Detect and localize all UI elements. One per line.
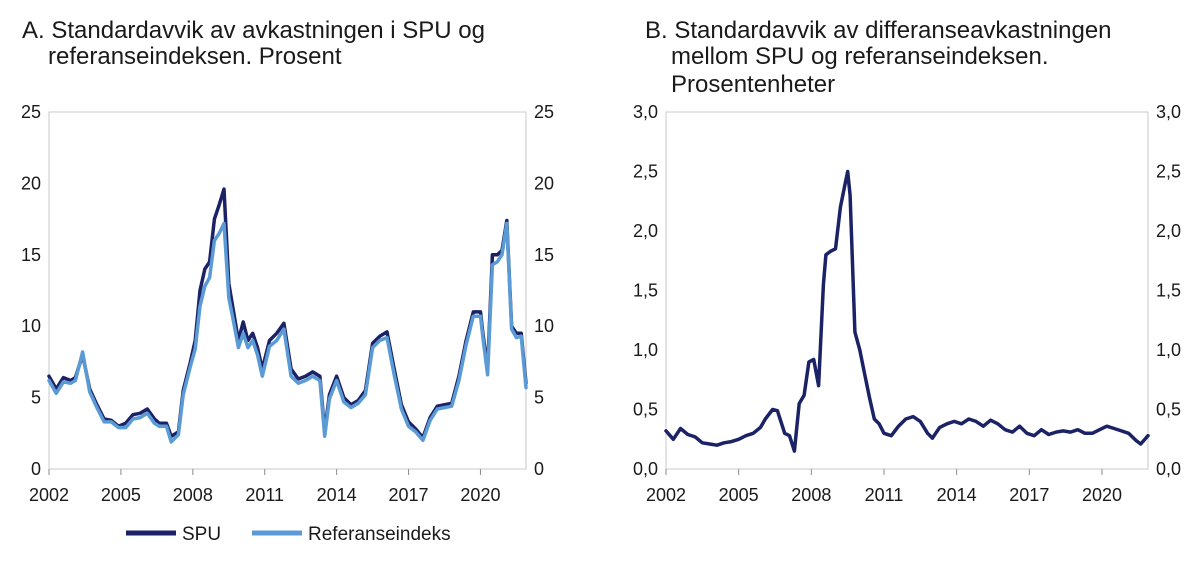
panel-b-xtick-1: 2005 <box>719 485 759 505</box>
panel-a-ytick-right-1: 5 <box>534 388 544 408</box>
panel-a-ytick-right-5: 25 <box>534 102 554 122</box>
panel-b-ytick-left-0: 0,0 <box>633 459 658 479</box>
panel-a-title-line-1: A. Standardavvik av avkastningen i SPU o… <box>22 17 485 44</box>
panel-b-xtick-6: 2020 <box>1082 485 1122 505</box>
panel-b-ytick-right-0: 0,0 <box>1156 459 1181 479</box>
panel-b-ytick-left-6: 3,0 <box>633 102 658 122</box>
panel-b-ytick-right-5: 2,5 <box>1156 162 1181 182</box>
panel-b-lines <box>664 169 1150 453</box>
panel-b-ytick-right-1: 0,5 <box>1156 400 1181 420</box>
panel-b-xtick-3: 2011 <box>865 485 904 505</box>
legend-label-spu: SPU <box>182 524 221 545</box>
panel-b-ytick-right-4: 2,0 <box>1156 221 1181 241</box>
panel-a-xtick-2: 2008 <box>173 485 213 505</box>
panel-b-title-line-2: mellom SPU og referanseindeksen. <box>671 43 1049 70</box>
panel-a-plot-frame <box>48 111 527 470</box>
panel-b-series-0-line <box>664 169 1150 453</box>
panel-b-xtick-2: 2008 <box>791 485 831 505</box>
panel-b-title-line-1: B. Standardavvik av differanseavkastning… <box>645 17 1112 44</box>
panel-b-ytick-left-5: 2,5 <box>633 162 658 182</box>
panel-a-series-1-line <box>47 221 528 444</box>
panel-b-plot-frame <box>665 111 1149 470</box>
panel-b-ytick-right-6: 3,0 <box>1156 102 1181 122</box>
panel-a-ytick-left-2: 10 <box>21 316 41 336</box>
panel-a-ytick-left-5: 25 <box>21 102 41 122</box>
panel-a-ytick-right-0: 0 <box>534 459 544 479</box>
panel-a-xtick-5: 2017 <box>389 485 429 505</box>
panel-a-ytick-left-1: 5 <box>31 388 41 408</box>
panel-b-xtick-5: 2017 <box>1009 485 1049 505</box>
panel-a-xtick-6: 2020 <box>460 485 500 505</box>
panel-a-xtick-1: 2005 <box>101 485 141 505</box>
panel-a-title-line-2: referanseindeksen. Prosent <box>48 43 342 70</box>
legend-label-referanseindeks: Referanseindeks <box>308 524 451 545</box>
panel-b-ytick-right-3: 1,5 <box>1156 281 1181 301</box>
panel-b-ytick-left-1: 0,5 <box>633 400 658 420</box>
panel-a-ytick-left-3: 15 <box>21 245 41 265</box>
panel-a-ytick-left-4: 20 <box>21 173 41 193</box>
panel-a-lines <box>47 187 528 444</box>
panel-b-xtick-0: 2002 <box>646 485 686 505</box>
panel-b-ytick-right-2: 1,0 <box>1156 340 1181 360</box>
panel-a-xtick-3: 2011 <box>245 485 284 505</box>
panel-b-ytick-left-2: 1,0 <box>633 340 658 360</box>
panel-a-xtick-0: 2002 <box>29 485 69 505</box>
panel-b-xtick-4: 2014 <box>937 485 977 505</box>
panel-a-ytick-right-4: 20 <box>534 173 554 193</box>
panel-a-ytick-right-3: 15 <box>534 245 554 265</box>
panel-a-ytick-right-2: 10 <box>534 316 554 336</box>
panel-b-ytick-left-3: 1,5 <box>633 281 658 301</box>
panel-a-ytick-left-0: 0 <box>31 459 41 479</box>
panel-b-ticks: 0,0 0,0 0,5 0,5 1,0 1,0 1,5 1,5 2,0 2,0 2,5 2,5 3,0 3… <box>633 102 1181 505</box>
panel-b-ytick-left-4: 2,0 <box>633 221 658 241</box>
panel-b-title-line-3: Prosentenheter <box>671 71 835 98</box>
panel-a-xtick-4: 2014 <box>317 485 357 505</box>
